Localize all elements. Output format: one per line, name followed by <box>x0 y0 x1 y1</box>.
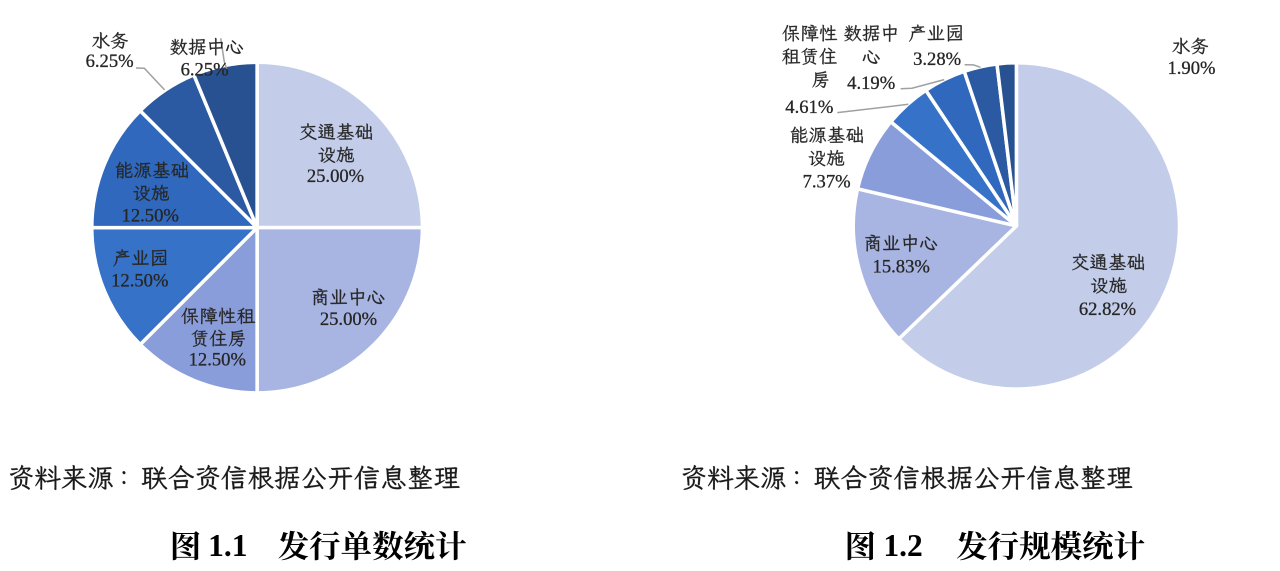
svg-text:3.28%: 3.28% <box>913 49 961 70</box>
svg-text:12.50%: 12.50% <box>189 350 246 371</box>
svg-text:62.82%: 62.82% <box>1079 299 1136 320</box>
svg-text:6.25%: 6.25% <box>86 51 134 72</box>
svg-text:25.00%: 25.00% <box>307 166 364 187</box>
svg-text:4.61%: 4.61% <box>785 97 833 118</box>
svg-text:15.83%: 15.83% <box>873 256 930 277</box>
svg-text:1.1: 1.1 <box>208 528 247 563</box>
svg-text:1.2: 1.2 <box>883 528 922 563</box>
svg-text:1.90%: 1.90% <box>1167 58 1215 79</box>
svg-text:7.37%: 7.37% <box>803 172 851 193</box>
svg-text:25.00%: 25.00% <box>320 309 377 330</box>
svg-text:12.50%: 12.50% <box>111 270 168 291</box>
svg-text:6.25%: 6.25% <box>181 59 229 80</box>
svg-text:12.50%: 12.50% <box>122 206 179 227</box>
svg-text:4.19%: 4.19% <box>847 73 895 94</box>
